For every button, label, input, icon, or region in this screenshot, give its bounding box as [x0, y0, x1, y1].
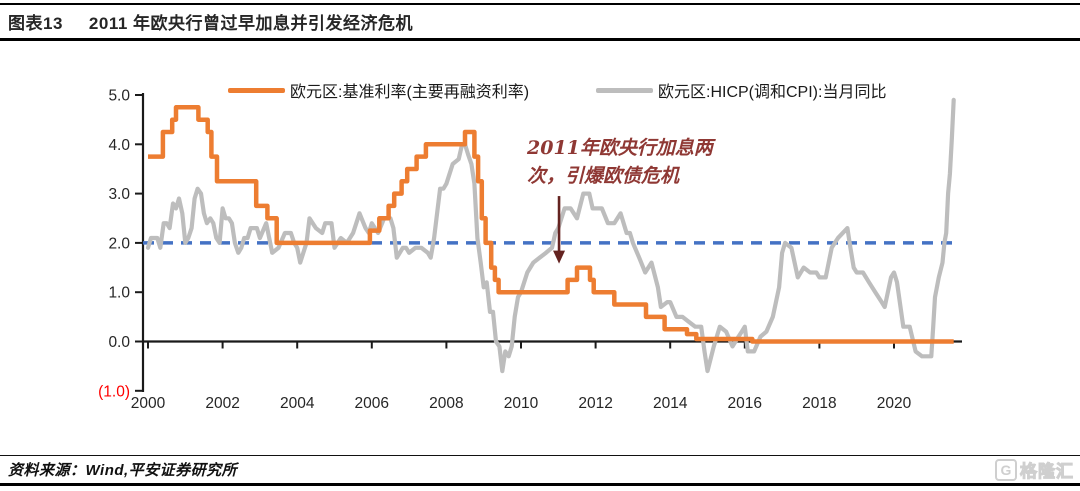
- svg-text:4.0: 4.0: [108, 137, 130, 154]
- footer-rule-bottom: [0, 483, 1080, 486]
- gelonghui-g-icon: G: [995, 458, 1017, 481]
- svg-text:2016: 2016: [728, 395, 762, 412]
- svg-text:2.0: 2.0: [108, 235, 130, 252]
- svg-text:(1.0): (1.0): [98, 383, 130, 400]
- svg-text:2010: 2010: [504, 395, 539, 412]
- annotation-text: 2011年欧央行加息两 次，引爆欧债危机: [527, 134, 777, 190]
- figure-title: 2011 年欧央行曾过早加息并引发经济危机: [88, 14, 414, 33]
- svg-text:2006: 2006: [355, 395, 389, 412]
- svg-text:2002: 2002: [205, 395, 239, 412]
- svg-text:2012: 2012: [578, 395, 612, 412]
- legend-item-policy-rate: 欧元区:基准利率(主要再融资利率): [228, 80, 530, 101]
- legend-label-policy-rate: 欧元区:基准利率(主要再融资利率): [290, 84, 530, 101]
- svg-text:3.0: 3.0: [108, 186, 130, 203]
- svg-text:2014: 2014: [653, 395, 688, 412]
- annotation-line-2: 次，引爆欧债危机: [527, 165, 680, 187]
- legend-label-hicp: 欧元区:HICP(调和CPI):当月同比: [658, 84, 887, 101]
- source-note: 资料来源：Wind,平安证券研究所: [8, 462, 238, 479]
- figure-tag: 图表13: [8, 14, 63, 33]
- watermark-logo: G 格隆汇: [995, 457, 1074, 482]
- hicp-line-swatch: [596, 87, 653, 93]
- svg-text:0.0: 0.0: [108, 334, 130, 351]
- svg-text:2004: 2004: [280, 395, 315, 412]
- svg-text:2018: 2018: [802, 395, 836, 412]
- svg-text:1.0: 1.0: [108, 285, 130, 302]
- footer-rule-top: [0, 455, 1080, 456]
- policy-rate-line-swatch: [228, 87, 285, 93]
- svg-text:5.0: 5.0: [108, 88, 130, 105]
- svg-text:2020: 2020: [877, 395, 912, 412]
- figure-header: 图表13 2011 年欧央行曾过早加息并引发经济危机: [0, 3, 1080, 41]
- watermark-text: 格隆汇: [1020, 462, 1074, 482]
- svg-text:2008: 2008: [429, 395, 463, 412]
- svg-text:2000: 2000: [131, 395, 166, 412]
- annotation-line-1: 2011年欧央行加息两: [527, 137, 713, 159]
- legend-item-hicp: 欧元区:HICP(调和CPI):当月同比: [596, 80, 887, 101]
